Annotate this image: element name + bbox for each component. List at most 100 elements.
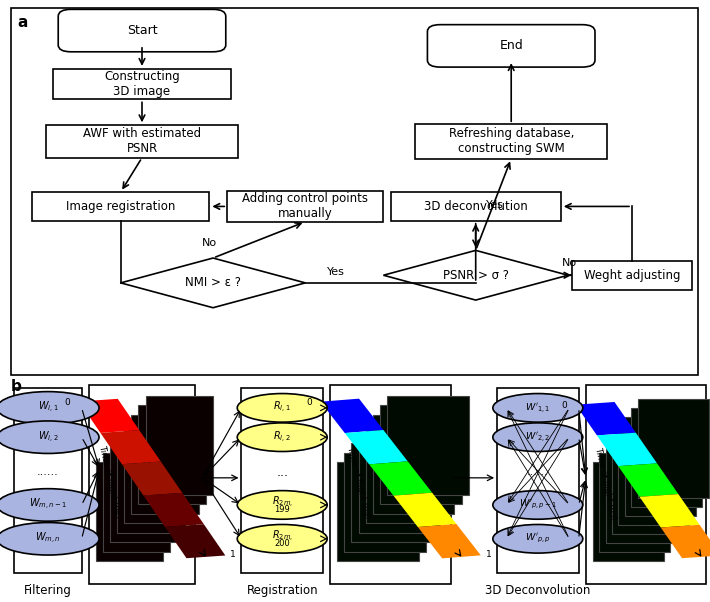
Text: $W'_{p,p}$: $W'_{p,p}$: [525, 532, 551, 545]
Text: Time of flight (μs): Time of flight (μs): [345, 445, 371, 519]
Text: AWF with estimated
PSNR: AWF with estimated PSNR: [83, 128, 201, 155]
Bar: [241, 388, 323, 573]
Text: $W_{l,2}$: $W_{l,2}$: [38, 430, 58, 445]
Polygon shape: [100, 430, 160, 464]
Bar: [606, 444, 677, 543]
Circle shape: [493, 423, 583, 452]
Bar: [53, 69, 231, 99]
FancyBboxPatch shape: [58, 10, 226, 52]
Bar: [618, 426, 689, 525]
Text: End: End: [499, 39, 523, 52]
Polygon shape: [618, 464, 678, 497]
Circle shape: [0, 489, 99, 521]
Polygon shape: [143, 493, 204, 527]
Circle shape: [493, 491, 583, 520]
Text: Start: Start: [126, 24, 158, 37]
Bar: [124, 424, 192, 523]
Circle shape: [237, 423, 327, 452]
Bar: [146, 396, 213, 495]
Text: 0: 0: [561, 401, 567, 410]
Bar: [337, 462, 419, 561]
Text: Constructing
3D image: Constructing 3D image: [104, 70, 180, 98]
Text: No: No: [562, 258, 577, 267]
Text: 199: 199: [274, 506, 290, 515]
Polygon shape: [79, 399, 139, 433]
Text: ......: ......: [37, 467, 59, 477]
Circle shape: [493, 394, 583, 422]
Polygon shape: [393, 492, 457, 527]
Text: b: b: [11, 379, 21, 394]
Bar: [625, 417, 696, 517]
Text: Refreshing database,
constructing SWM: Refreshing database, constructing SWM: [449, 128, 574, 155]
Bar: [32, 192, 209, 221]
Bar: [227, 191, 383, 222]
Text: ......: ......: [527, 467, 549, 477]
Text: Filtering: Filtering: [24, 584, 72, 597]
Text: No: No: [202, 238, 217, 249]
Text: Yes: Yes: [486, 199, 504, 209]
Circle shape: [0, 421, 99, 453]
Bar: [599, 453, 670, 553]
Polygon shape: [121, 258, 305, 308]
Bar: [631, 408, 702, 507]
Text: 3D deconvolution: 3D deconvolution: [424, 200, 528, 213]
Polygon shape: [320, 399, 383, 433]
Bar: [415, 124, 607, 159]
Bar: [344, 453, 426, 552]
Bar: [110, 443, 178, 542]
Polygon shape: [418, 524, 481, 559]
Bar: [14, 388, 82, 573]
Text: Time of flight (μs): Time of flight (μs): [97, 444, 121, 519]
Bar: [46, 125, 238, 158]
Text: $W_{l,1}$: $W_{l,1}$: [38, 400, 58, 415]
FancyBboxPatch shape: [427, 25, 595, 67]
Circle shape: [237, 524, 327, 553]
Bar: [366, 424, 447, 523]
Bar: [387, 396, 469, 495]
Polygon shape: [661, 525, 710, 558]
Text: ...: ...: [276, 466, 288, 479]
Bar: [330, 385, 451, 584]
Circle shape: [493, 524, 583, 553]
Text: 3D Deconvolution: 3D Deconvolution: [485, 584, 591, 597]
Text: $W_{m,n-1}$: $W_{m,n-1}$: [29, 497, 67, 512]
Bar: [391, 192, 561, 221]
Bar: [103, 453, 170, 552]
Text: $W'_{p,p-1}$: $W'_{p,p-1}$: [519, 498, 557, 512]
Bar: [380, 405, 462, 504]
Bar: [117, 433, 185, 533]
Text: $W'_{2,2}$: $W'_{2,2}$: [525, 430, 550, 444]
Circle shape: [0, 523, 99, 555]
Text: Time of flight (μs): Time of flight (μs): [593, 445, 618, 521]
Text: NMI > ε ?: NMI > ε ?: [185, 276, 241, 290]
Circle shape: [237, 491, 327, 520]
Polygon shape: [576, 402, 635, 435]
Bar: [593, 462, 664, 561]
Text: $R_{2m,}$: $R_{2m,}$: [272, 495, 293, 510]
Polygon shape: [122, 462, 182, 495]
Text: $R_{2m,}$: $R_{2m,}$: [272, 529, 293, 544]
Text: Image registration: Image registration: [66, 200, 175, 213]
Polygon shape: [369, 461, 432, 495]
Text: $W_{m,n}$: $W_{m,n}$: [35, 531, 61, 547]
Bar: [359, 433, 440, 533]
Bar: [572, 261, 692, 290]
Bar: [586, 385, 706, 584]
Bar: [96, 462, 163, 561]
Bar: [89, 385, 195, 584]
Bar: [373, 415, 454, 514]
Text: Weght adjusting: Weght adjusting: [584, 268, 680, 282]
Text: 200: 200: [274, 539, 290, 548]
Bar: [497, 388, 579, 573]
Bar: [138, 405, 206, 504]
Text: Yes: Yes: [327, 267, 344, 277]
Text: $R_{l,2}$: $R_{l,2}$: [273, 430, 291, 445]
Bar: [131, 415, 199, 514]
Polygon shape: [597, 433, 657, 466]
Text: a: a: [18, 15, 28, 30]
Text: 0: 0: [306, 398, 312, 407]
Circle shape: [237, 394, 327, 422]
Text: 1: 1: [230, 550, 236, 559]
Text: Adding control points
manually: Adding control points manually: [242, 193, 368, 220]
Polygon shape: [383, 250, 568, 300]
